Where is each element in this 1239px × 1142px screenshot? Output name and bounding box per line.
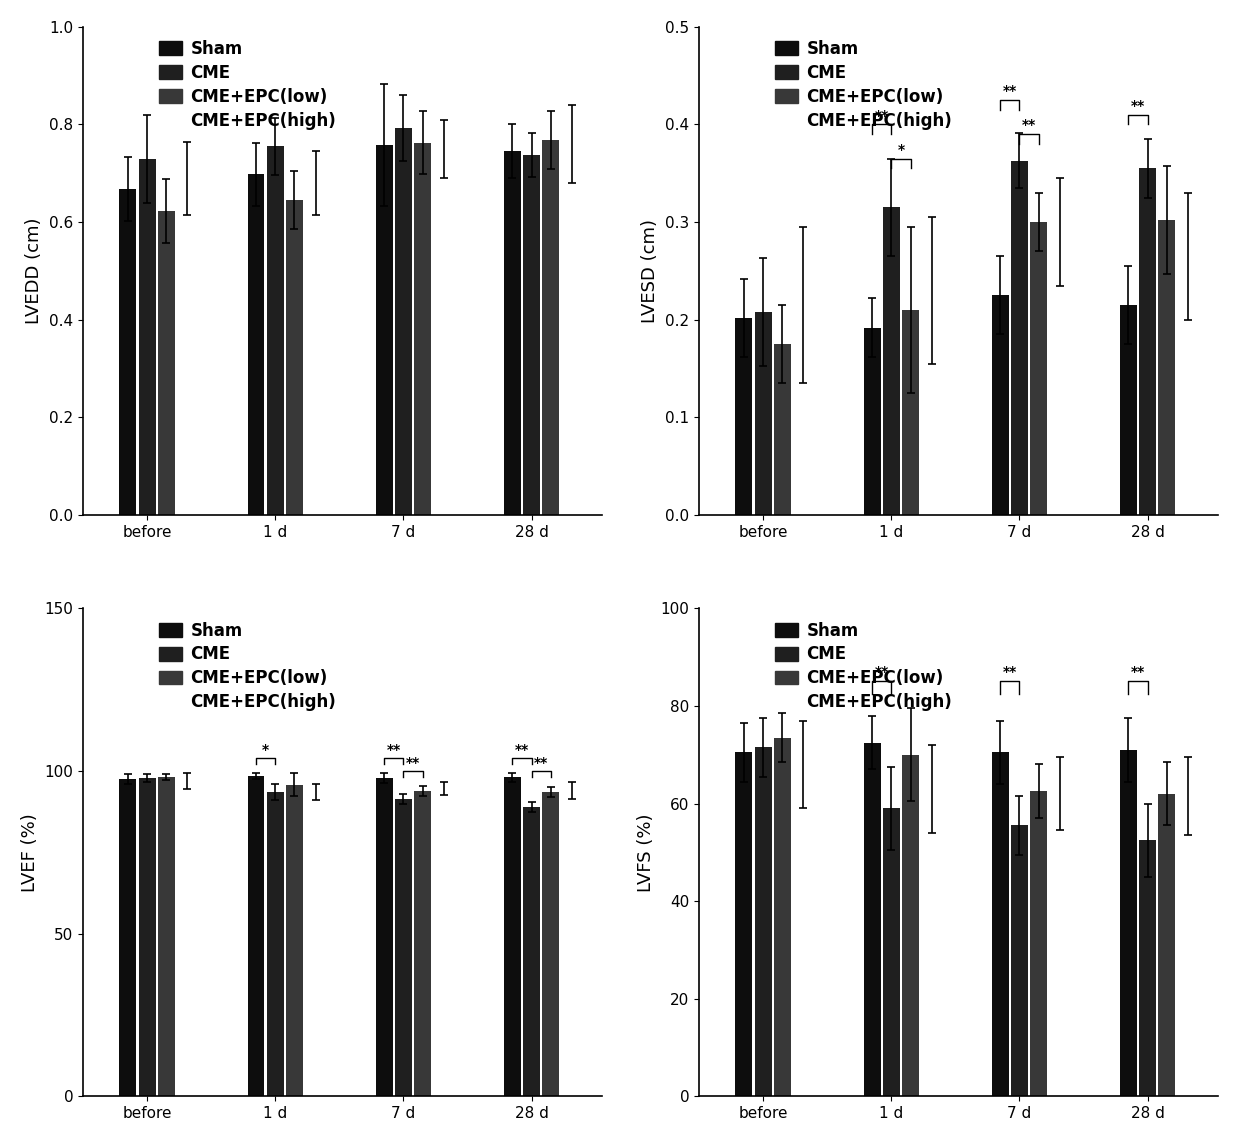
Bar (883, 208, 900, 515)
Y-axis label: LVFS (%): LVFS (%) (637, 813, 655, 892)
Text: **: ** (875, 665, 888, 679)
Bar (375, 145, 393, 515)
Bar (414, 143, 431, 515)
Bar (286, 200, 304, 515)
Bar (1139, 841, 1156, 1096)
Bar (1139, 168, 1156, 515)
Bar (1011, 161, 1028, 515)
Bar (755, 747, 772, 1096)
Text: **: ** (1131, 98, 1145, 113)
Bar (883, 809, 900, 1096)
Legend: Sham, CME, CME+EPC(low), CME+EPC(high): Sham, CME, CME+EPC(low), CME+EPC(high) (154, 617, 341, 716)
Bar (286, 785, 304, 1096)
Bar (864, 742, 881, 1096)
Bar (504, 778, 520, 1096)
Legend: Sham, CME, CME+EPC(low), CME+EPC(high): Sham, CME, CME+EPC(low), CME+EPC(high) (769, 617, 957, 716)
Bar (543, 793, 559, 1096)
Bar (543, 140, 559, 515)
Bar (1158, 794, 1176, 1096)
Text: *: * (897, 143, 904, 156)
Bar (774, 344, 790, 515)
Bar (736, 317, 752, 515)
Text: **: ** (1022, 119, 1036, 132)
Bar (736, 753, 752, 1096)
Bar (755, 312, 772, 515)
Text: **: ** (406, 756, 420, 770)
Bar (523, 806, 540, 1096)
Bar (248, 175, 264, 515)
Bar (504, 152, 520, 515)
Bar (902, 755, 919, 1096)
Text: **: ** (1002, 85, 1017, 98)
Bar (248, 775, 264, 1096)
Text: **: ** (875, 108, 888, 122)
Bar (774, 738, 790, 1096)
Bar (523, 154, 540, 515)
Bar (1031, 791, 1047, 1096)
Bar (119, 779, 136, 1096)
Bar (864, 328, 881, 515)
Bar (414, 791, 431, 1096)
Bar (1158, 220, 1176, 515)
Text: *: * (263, 742, 269, 757)
Bar (139, 159, 156, 515)
Bar (991, 296, 1009, 515)
Text: **: ** (534, 756, 549, 770)
Bar (266, 146, 284, 515)
Bar (119, 188, 136, 515)
Y-axis label: LVEDD (cm): LVEDD (cm) (26, 218, 43, 324)
Bar (266, 793, 284, 1096)
Bar (902, 309, 919, 515)
Bar (157, 777, 175, 1096)
Text: **: ** (515, 742, 529, 757)
Bar (1031, 222, 1047, 515)
Y-axis label: LVEF (%): LVEF (%) (21, 813, 38, 892)
Bar (1120, 750, 1137, 1096)
Text: **: ** (387, 742, 401, 757)
Bar (375, 778, 393, 1096)
Bar (395, 798, 411, 1096)
Bar (139, 778, 156, 1096)
Bar (395, 128, 411, 515)
Legend: Sham, CME, CME+EPC(low), CME+EPC(high): Sham, CME, CME+EPC(low), CME+EPC(high) (154, 35, 341, 135)
Bar (1120, 305, 1137, 515)
Legend: Sham, CME, CME+EPC(low), CME+EPC(high): Sham, CME, CME+EPC(low), CME+EPC(high) (769, 35, 957, 135)
Y-axis label: LVESD (cm): LVESD (cm) (642, 219, 659, 323)
Bar (157, 211, 175, 515)
Bar (1011, 826, 1028, 1096)
Bar (991, 753, 1009, 1096)
Text: **: ** (1131, 665, 1145, 679)
Text: **: ** (1002, 665, 1017, 679)
